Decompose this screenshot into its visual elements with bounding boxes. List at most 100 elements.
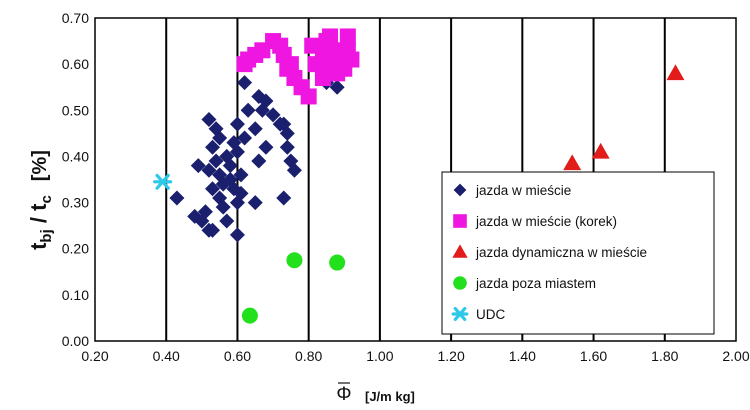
legend-marker-star bbox=[451, 306, 469, 322]
legend-label: jazda w mieście (korek) bbox=[475, 214, 617, 229]
data-point-diamond bbox=[258, 93, 274, 109]
y-tick-label: 0.70 bbox=[62, 10, 89, 26]
y-tick-label: 0.30 bbox=[62, 195, 89, 211]
x-tick-label: 1.40 bbox=[509, 348, 536, 364]
legend-label: jazda w mieście bbox=[475, 183, 571, 198]
x-tick-label: 0.60 bbox=[224, 348, 251, 364]
legend: jazda w mieście jazda w mieście (korek) ja… bbox=[441, 171, 715, 335]
y-label-sub-bj: bj bbox=[38, 229, 55, 242]
data-point-diamond bbox=[237, 75, 253, 91]
series-star bbox=[153, 173, 173, 190]
legend-marker-triangle bbox=[452, 244, 468, 258]
data-point-diamond bbox=[233, 185, 249, 201]
y-tick-label: 0.60 bbox=[62, 56, 89, 72]
data-point-square bbox=[314, 69, 331, 86]
data-point-diamond bbox=[279, 139, 295, 155]
legend-label: jazda dynamiczna w mieście bbox=[475, 245, 647, 260]
y-tick-label: 0.10 bbox=[62, 287, 89, 303]
y-tick-label: 0.40 bbox=[62, 148, 89, 164]
data-point-diamond bbox=[229, 227, 245, 243]
x-tick-label: 1.80 bbox=[651, 348, 678, 364]
data-point-diamond bbox=[212, 130, 228, 146]
data-point-triangle bbox=[591, 142, 610, 159]
data-point-diamond bbox=[197, 204, 213, 220]
y-axis-label: tbj / tc [%] bbox=[26, 150, 55, 250]
data-point-diamond bbox=[205, 222, 221, 238]
data-point-diamond bbox=[169, 190, 185, 206]
y-label-unit: [%] bbox=[29, 150, 51, 181]
data-point-diamond bbox=[286, 162, 302, 178]
data-point-diamond bbox=[215, 199, 231, 215]
x-label-unit: [J/m kg] bbox=[365, 389, 415, 404]
data-point-diamond bbox=[208, 153, 224, 169]
data-point-diamond bbox=[205, 139, 221, 155]
data-point-diamond bbox=[237, 130, 253, 146]
x-tick-label: 0.80 bbox=[295, 348, 322, 364]
data-point-diamond bbox=[229, 144, 245, 160]
x-axis-label: Φ [J/m kg] bbox=[336, 382, 415, 405]
data-point-diamond bbox=[215, 176, 231, 192]
data-point-diamond bbox=[229, 116, 245, 132]
series-diamond bbox=[169, 75, 345, 243]
y-tick-label: 0.50 bbox=[62, 102, 89, 118]
plot-border bbox=[94, 17, 737, 342]
x-tick-label: 1.60 bbox=[580, 348, 607, 364]
data-point-diamond bbox=[205, 181, 221, 197]
data-point-diamond bbox=[219, 213, 235, 229]
y-label-mid: / t bbox=[26, 203, 51, 229]
legend-marker-square bbox=[453, 214, 467, 228]
legend-marker-diamond bbox=[453, 183, 467, 197]
series-square bbox=[236, 28, 360, 105]
x-label-symbol: Φ bbox=[336, 384, 351, 405]
star-stroke bbox=[453, 306, 467, 322]
data-point-triangle bbox=[666, 64, 685, 81]
data-point-square bbox=[339, 28, 356, 45]
data-point-diamond bbox=[201, 162, 217, 178]
data-point-diamond bbox=[190, 158, 206, 174]
y-label-sub-c: c bbox=[38, 195, 55, 203]
y-tick-label: 0.00 bbox=[62, 333, 89, 349]
data-point-diamond bbox=[276, 190, 292, 206]
data-point-diamond bbox=[265, 107, 281, 123]
data-point-triangle bbox=[563, 154, 582, 171]
series-circle bbox=[241, 252, 346, 324]
data-point-circle bbox=[329, 254, 346, 271]
data-point-circle bbox=[286, 252, 303, 269]
data-point-diamond bbox=[247, 195, 263, 211]
tick-labels: 0.20 0.40 0.60 0.80 1.00 1.20 1.40 1.60 1.80 2.00… bbox=[62, 10, 750, 364]
svg-text:tbj / tc[%]: tbj / tc [%] bbox=[26, 150, 55, 250]
data-point-square bbox=[282, 56, 299, 73]
y-tick-label: 0.20 bbox=[62, 241, 89, 257]
data-point-diamond bbox=[247, 121, 263, 137]
data-point-square bbox=[343, 51, 360, 68]
data-point-diamond bbox=[251, 153, 267, 169]
data-point-square bbox=[300, 88, 317, 105]
y-label-t: t bbox=[26, 242, 51, 250]
x-tick-label: 1.00 bbox=[366, 348, 393, 364]
legend-box bbox=[441, 171, 715, 335]
star-stroke bbox=[155, 173, 170, 190]
data-point-diamond bbox=[222, 158, 238, 174]
legend-label: jazda poza miastem bbox=[475, 276, 596, 291]
data-point-diamond bbox=[201, 112, 217, 128]
legend-marker-circle bbox=[453, 276, 467, 290]
x-tick-label: 0.40 bbox=[153, 348, 180, 364]
x-tick-label: 1.20 bbox=[437, 348, 464, 364]
plot-frame bbox=[94, 17, 737, 342]
data-point-square bbox=[322, 56, 339, 73]
x-tick-label: 0.20 bbox=[81, 348, 108, 364]
data-point-diamond bbox=[233, 167, 249, 183]
data-point-diamond bbox=[329, 79, 345, 95]
data-point-diamond bbox=[279, 125, 295, 141]
data-point-star bbox=[153, 173, 173, 190]
series-triangle bbox=[563, 64, 685, 171]
data-point-square bbox=[322, 28, 339, 45]
data-point-diamond bbox=[258, 139, 274, 155]
data-point-diamond bbox=[240, 102, 256, 118]
data-point-circle bbox=[241, 307, 258, 324]
x-tick-label: 2.00 bbox=[722, 348, 749, 364]
legend-label: UDC bbox=[476, 307, 505, 322]
data-points bbox=[153, 28, 685, 324]
